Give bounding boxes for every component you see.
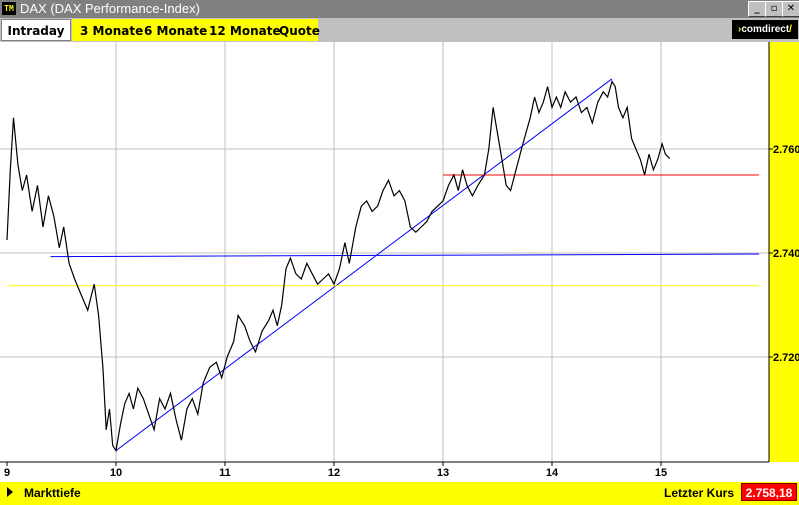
- x-tick-label: 12: [328, 467, 340, 479]
- vertical-grid: [115, 42, 662, 462]
- y-tick-label: 2.720: [773, 352, 799, 364]
- dax-intraday-chart: 9 10 11 12 13 14 15 2.720 2.740 2.760: [0, 42, 799, 482]
- tab-toolbar: Intraday 3 Monate 6 Monate 12 Monate Quo…: [0, 18, 799, 42]
- restore-button[interactable]: ▫: [765, 1, 783, 17]
- horizontal-level-line: [50, 253, 760, 258]
- markttiefe-label[interactable]: Markttiefe: [24, 486, 81, 500]
- x-tick-label: 10: [110, 467, 122, 479]
- y-axis-ticks: 2.720 2.740 2.760: [769, 144, 799, 364]
- title-bar: TM DAX (DAX Performance-Index) _ ▫ ✕: [0, 0, 799, 18]
- x-tick-label: 13: [437, 467, 449, 479]
- y-tick-label: 2.740: [773, 248, 799, 260]
- trendline: [115, 78, 613, 452]
- price-series-line: [6, 79, 671, 453]
- minimize-button[interactable]: _: [748, 1, 766, 17]
- window-title: DAX (DAX Performance-Index): [20, 1, 200, 16]
- close-button[interactable]: ✕: [782, 1, 799, 17]
- period-tabs: 3 Monate 6 Monate 12 Monate Quote: [72, 19, 320, 41]
- app-icon: TM: [2, 2, 16, 15]
- chart-annotations: [7, 78, 760, 452]
- x-tick-label: 11: [219, 467, 231, 479]
- x-tick-label: 9: [4, 467, 10, 479]
- y-tick-label: 2.760: [773, 144, 799, 156]
- tab-intraday[interactable]: Intraday: [1, 19, 71, 41]
- tab-12-monate[interactable]: 12 Monate: [209, 24, 281, 38]
- x-axis-ticks: 9 10 11 12 13 14 15: [4, 462, 667, 479]
- tab-quote[interactable]: Quote: [279, 24, 320, 38]
- horizontal-grid: [0, 148, 769, 358]
- tab-3-monate[interactable]: 3 Monate: [80, 24, 144, 38]
- y-axis-panel: [769, 42, 799, 462]
- last-price-value: 2.758,18: [741, 483, 797, 501]
- x-tick-label: 14: [546, 467, 559, 479]
- play-arrow-icon[interactable]: [7, 487, 13, 497]
- tab-6-monate[interactable]: 6 Monate: [144, 24, 208, 38]
- x-tick-label: 15: [655, 467, 667, 479]
- letzter-kurs-label: Letzter Kurs: [664, 486, 735, 500]
- status-bar: Markttiefe Letzter Kurs 2.758,18: [0, 482, 799, 505]
- chart-background: [0, 42, 799, 482]
- comdirect-logo: ›comdirect/: [732, 20, 798, 39]
